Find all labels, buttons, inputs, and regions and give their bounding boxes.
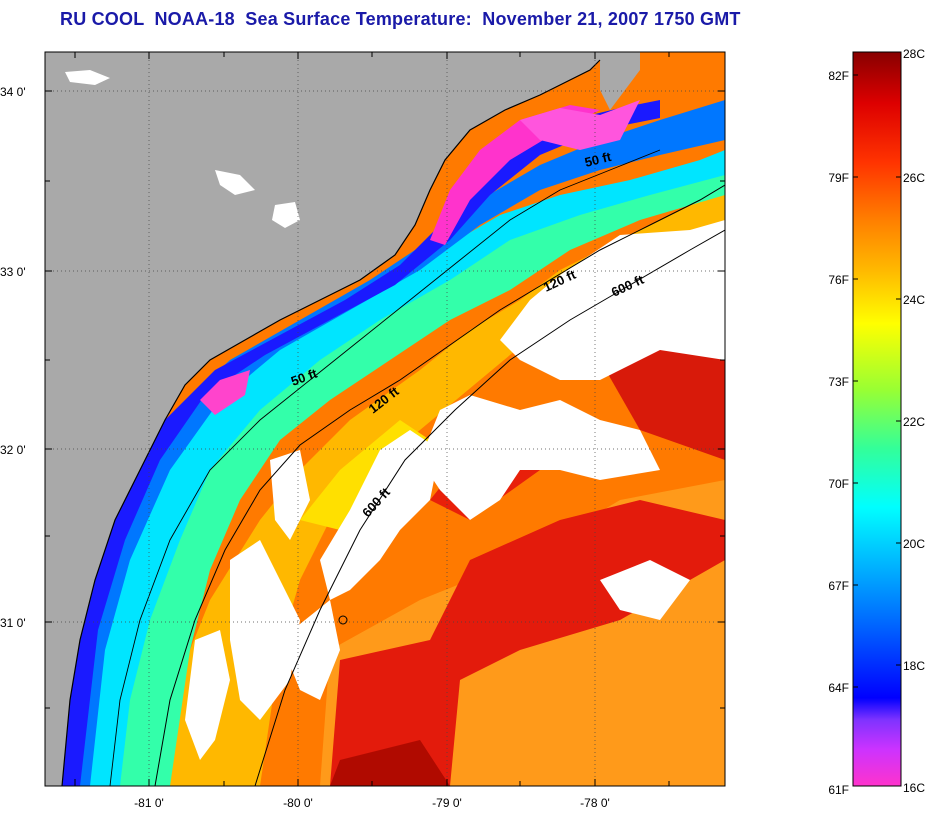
lat-label: 32 0' [0, 443, 26, 457]
inner-shelf-green [80, 170, 725, 786]
lon-label: -78 0' [580, 796, 610, 810]
contour-label-50ft: 50 ft [583, 149, 613, 170]
coastline [61, 59, 601, 786]
marker-circle [338, 615, 348, 625]
cloud-region [230, 540, 300, 720]
inland-lake [65, 70, 110, 85]
cold-pink-inlet [200, 370, 250, 415]
colorbar-fahrenheit-label: 64F [828, 681, 849, 695]
nearshore-cyan [70, 150, 725, 786]
colorbar-celsius-labels: 28C 26C 24C 22C 20C 18C 16C [903, 47, 925, 795]
colorbar-fahrenheit-label: 67F [828, 579, 849, 593]
colorbar-fahrenheit-label: 70F [828, 477, 849, 491]
cloud-region [320, 430, 440, 600]
lon-label: -80 0' [283, 796, 313, 810]
cloud-region [420, 395, 660, 520]
lon-label: -79 0' [432, 796, 462, 810]
colorbar-fahrenheit-label: 61F [828, 783, 849, 797]
colorbar-celsius-label: 18C [903, 659, 925, 673]
inland-lake [215, 170, 255, 195]
colorbar-celsius-label: 26C [903, 171, 925, 185]
land-mass [45, 52, 600, 786]
colorbar-fahrenheit-label: 79F [828, 171, 849, 185]
cloud-region [185, 630, 230, 760]
map-title: RU COOL NOAA-18 Sea Surface Temperature:… [60, 9, 741, 29]
lat-label: 34 0' [0, 85, 26, 99]
inland-lake [272, 202, 300, 228]
colorbar-fahrenheit-labels: 82F 79F 76F 73F 70F 67F 64F 61F [828, 69, 849, 797]
colorbar [852, 51, 902, 787]
cloud-region [270, 450, 310, 540]
lon-label: -81 0' [134, 796, 164, 810]
cold-pink-bay [520, 100, 640, 150]
cold-pink-nearshore [430, 105, 600, 245]
lat-label: 33 0' [0, 265, 26, 279]
colorbar-celsius-label: 20C [903, 537, 925, 551]
map-frame [44, 51, 726, 787]
colorbar-celsius-label: 28C [903, 47, 925, 61]
land-outer-banks [600, 52, 640, 110]
contour-50ft [109, 149, 661, 786]
colorbar-celsius-label: 16C [903, 781, 925, 795]
colorbar-ticks [853, 74, 901, 688]
contour-120ft [154, 184, 725, 786]
contour-600ft [254, 229, 725, 786]
colorbar-fahrenheit-label: 82F [828, 69, 849, 83]
cloud-region [280, 600, 340, 700]
map-area [45, 52, 725, 786]
colorbar-celsius-label: 22C [903, 415, 925, 429]
graticule [45, 52, 725, 786]
tick-marks [45, 52, 725, 786]
colorbar-celsius-label: 24C [903, 293, 925, 307]
cloud-region [500, 220, 725, 380]
warmest-patch [330, 740, 450, 786]
colorbar-fahrenheit-label: 76F [828, 273, 849, 287]
colorbar-fahrenheit-label: 73F [828, 375, 849, 389]
lat-label: 31 0' [0, 616, 26, 630]
cloud-region [600, 560, 690, 620]
